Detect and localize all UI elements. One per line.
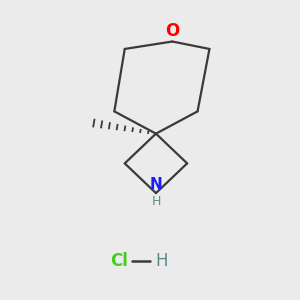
Text: H: H: [151, 196, 160, 208]
Text: O: O: [165, 22, 179, 40]
Text: H: H: [156, 253, 168, 271]
Text: N: N: [150, 177, 162, 192]
Text: Cl: Cl: [110, 253, 128, 271]
